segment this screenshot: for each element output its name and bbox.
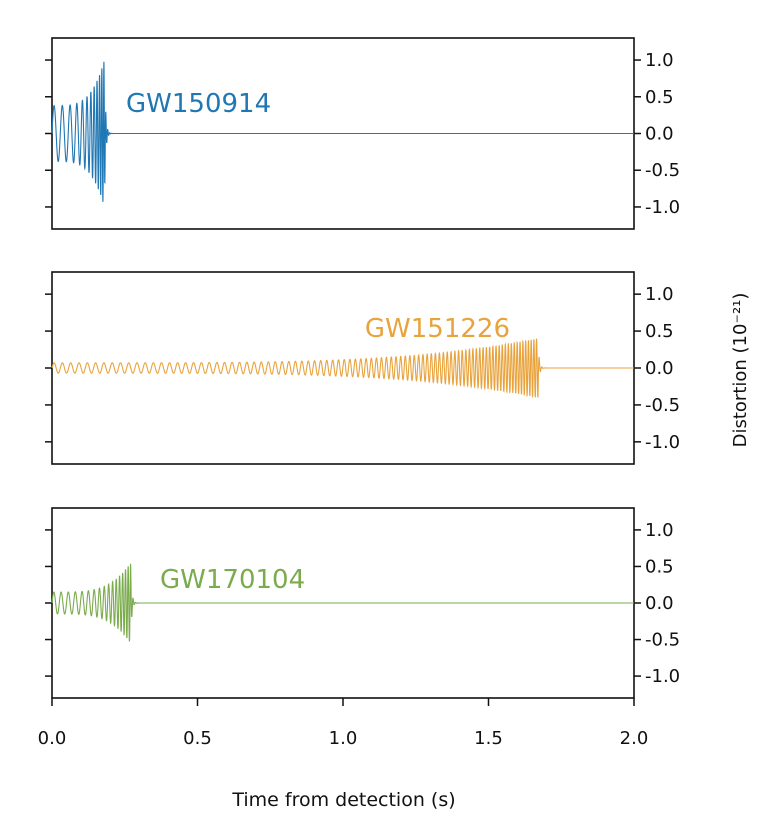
panel-3: -1.0 -0.5 0.0 0.5 1.0 GW170104	[45, 507, 680, 699]
y-tick-label: 1.0	[645, 520, 674, 541]
waveform-series	[51, 338, 634, 398]
y-tick-label: -1.0	[645, 432, 680, 453]
event-label: GW170104	[160, 565, 305, 595]
y-tick-label: 0.5	[645, 87, 674, 108]
y-tick-label: -1.0	[645, 197, 680, 218]
y-tick-label: 1.0	[645, 50, 674, 71]
y-tick-label: 0.5	[645, 321, 674, 342]
event-label: GW151226	[365, 314, 510, 344]
y-tick-label: 0.5	[645, 556, 674, 577]
x-tick-label: 1.5	[474, 728, 503, 749]
panel-2: -1.0 -0.5 0.0 0.5 1.0 GW151226	[45, 271, 680, 465]
y-tick-label: 0.0	[645, 124, 674, 145]
x-tick-label: 0.0	[38, 728, 67, 749]
x-axis-label: Time from detection (s)	[231, 789, 455, 811]
x-tick-label: 2.0	[620, 728, 649, 749]
waveform-series	[51, 563, 634, 642]
waveform-series	[51, 61, 634, 202]
panel-1: -1.0 -0.5 0.0 0.5 1.0 GW150914	[45, 37, 680, 230]
x-tick-label: 1.0	[329, 728, 358, 749]
y-tick-label: 0.0	[645, 358, 674, 379]
y-tick-label: -0.5	[645, 395, 680, 416]
x-tick-label: 0.5	[183, 728, 212, 749]
y-axis-label: Distortion (10⁻²¹)	[730, 293, 751, 448]
y-tick-label: -0.5	[645, 160, 680, 181]
y-tick-label: 0.0	[645, 593, 674, 614]
y-tick-label: -0.5	[645, 630, 680, 651]
y-tick-label: 1.0	[645, 284, 674, 305]
y-tick-label: -1.0	[645, 666, 680, 687]
event-label: GW150914	[126, 89, 271, 119]
